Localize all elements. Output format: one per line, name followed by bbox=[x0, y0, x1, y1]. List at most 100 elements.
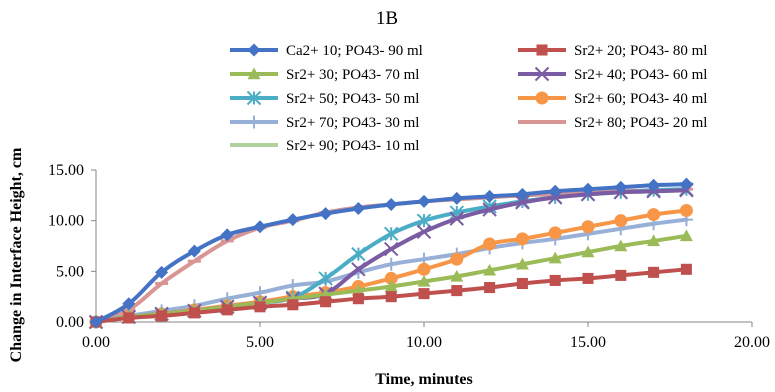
data-point bbox=[548, 226, 562, 240]
data-point bbox=[483, 237, 497, 251]
data-point bbox=[351, 284, 365, 296]
data-point bbox=[155, 265, 169, 279]
data-point bbox=[680, 263, 692, 275]
legend-item: Sr2+ 50; PO43- 50 ml bbox=[230, 90, 419, 107]
data-point bbox=[614, 239, 628, 252]
data-point bbox=[417, 274, 431, 287]
data-point bbox=[549, 274, 561, 286]
data-point bbox=[220, 228, 234, 242]
data-point bbox=[286, 213, 300, 227]
y-tick-label: 15.00 bbox=[48, 162, 84, 179]
data-point bbox=[383, 226, 399, 242]
legend-item: Sr2+ 30; PO43- 70 ml bbox=[230, 67, 419, 83]
data-point bbox=[247, 67, 261, 80]
x-ticks: 0.00 5.00 10.00 15.00 20.00 bbox=[82, 322, 770, 351]
y-tick-label: 0.00 bbox=[56, 314, 84, 331]
data-point bbox=[647, 234, 661, 247]
series-1 bbox=[89, 177, 693, 329]
legend-item: Sr2+ 20; PO43- 80 ml bbox=[518, 43, 707, 59]
data-point bbox=[482, 202, 497, 217]
data-point bbox=[416, 224, 432, 240]
y-axis-title: Change in Interface Height, cm bbox=[8, 147, 25, 362]
data-point bbox=[647, 208, 661, 222]
data-point bbox=[188, 307, 200, 319]
data-point bbox=[515, 187, 529, 201]
data-point bbox=[450, 269, 464, 282]
data-point bbox=[582, 272, 594, 284]
data-point bbox=[581, 245, 595, 258]
legend-label: Sr2+ 50; PO43- 50 ml bbox=[286, 91, 419, 107]
legend-item: Sr2+ 40; PO43- 60 ml bbox=[518, 66, 707, 83]
data-point bbox=[450, 252, 464, 266]
data-point bbox=[383, 241, 399, 257]
data-point bbox=[352, 293, 364, 305]
data-point bbox=[483, 263, 497, 276]
data-point bbox=[156, 310, 168, 322]
data-point bbox=[450, 191, 464, 205]
data-point bbox=[534, 66, 550, 82]
data-point bbox=[318, 271, 333, 286]
data-point bbox=[319, 207, 333, 221]
legend-label: Sr2+ 20; PO43- 80 ml bbox=[574, 43, 707, 59]
y-tick-label: 5.00 bbox=[56, 263, 84, 280]
data-point bbox=[221, 304, 233, 316]
legend-label: Sr2+ 40; PO43- 60 ml bbox=[574, 67, 707, 83]
data-point bbox=[122, 297, 136, 311]
data-point bbox=[246, 90, 262, 106]
legend-label: Sr2+ 70; PO43- 30 ml bbox=[286, 115, 419, 131]
data-point bbox=[384, 257, 398, 271]
data-point bbox=[515, 232, 529, 246]
data-point bbox=[581, 182, 595, 196]
data-point bbox=[286, 279, 300, 293]
data-point bbox=[416, 213, 432, 228]
y-ticks: 0.00 5.00 10.00 15.00 bbox=[48, 162, 96, 331]
data-point bbox=[351, 202, 365, 216]
series-2 bbox=[90, 263, 692, 328]
data-point bbox=[384, 280, 398, 292]
x-tick-label: 0.00 bbox=[82, 334, 110, 351]
data-point bbox=[516, 277, 528, 290]
data-point bbox=[384, 271, 398, 285]
y-tick-label: 10.00 bbox=[48, 213, 84, 230]
x-tick-label: 20.00 bbox=[734, 334, 770, 351]
x-tick-label: 10.00 bbox=[406, 334, 442, 351]
x-tick-label: 15.00 bbox=[570, 334, 606, 351]
data-point bbox=[679, 229, 693, 242]
data-point bbox=[614, 180, 628, 194]
legend-item: Sr2+ 90; PO43- 10 ml bbox=[230, 138, 419, 154]
x-tick-label: 5.00 bbox=[246, 334, 274, 351]
data-point bbox=[384, 197, 398, 211]
data-point bbox=[253, 220, 267, 234]
data-point bbox=[581, 220, 595, 234]
data-point bbox=[89, 315, 103, 329]
data-point bbox=[451, 285, 463, 297]
data-point bbox=[417, 194, 431, 208]
legend-label: Sr2+ 90; PO43- 10 ml bbox=[286, 138, 419, 154]
data-point bbox=[548, 251, 562, 264]
legend-label: Sr2+ 80; PO43- 20 ml bbox=[574, 115, 707, 131]
x-axis-title: Time, minutes bbox=[375, 371, 472, 388]
data-point bbox=[515, 195, 530, 210]
legend: Ca2+ 10; PO43- 90 ml Sr2+ 20; PO43- 80 ml… bbox=[230, 43, 707, 154]
data-point bbox=[515, 257, 529, 270]
legend-item: Sr2+ 60; PO43- 40 ml bbox=[518, 91, 707, 107]
data-point bbox=[187, 244, 201, 258]
data-point bbox=[548, 184, 562, 198]
data-point bbox=[679, 177, 693, 191]
legend-item: Ca2+ 10; PO43- 90 ml bbox=[230, 43, 423, 59]
data-point bbox=[418, 288, 430, 300]
data-point bbox=[254, 301, 266, 313]
data-point bbox=[648, 266, 660, 278]
legend-item: Sr2+ 70; PO43- 30 ml bbox=[230, 115, 419, 131]
legend-item: Sr2+ 80; PO43- 20 ml bbox=[518, 115, 707, 131]
legend-label: Sr2+ 60; PO43- 40 ml bbox=[574, 91, 707, 107]
chart-title: 1B bbox=[376, 8, 398, 29]
data-point bbox=[320, 296, 332, 308]
data-point bbox=[123, 312, 135, 324]
data-point bbox=[385, 291, 397, 303]
data-point bbox=[351, 262, 366, 277]
data-point bbox=[351, 246, 366, 262]
data-point bbox=[679, 204, 693, 218]
data-point bbox=[417, 262, 431, 276]
data-point bbox=[287, 299, 299, 311]
